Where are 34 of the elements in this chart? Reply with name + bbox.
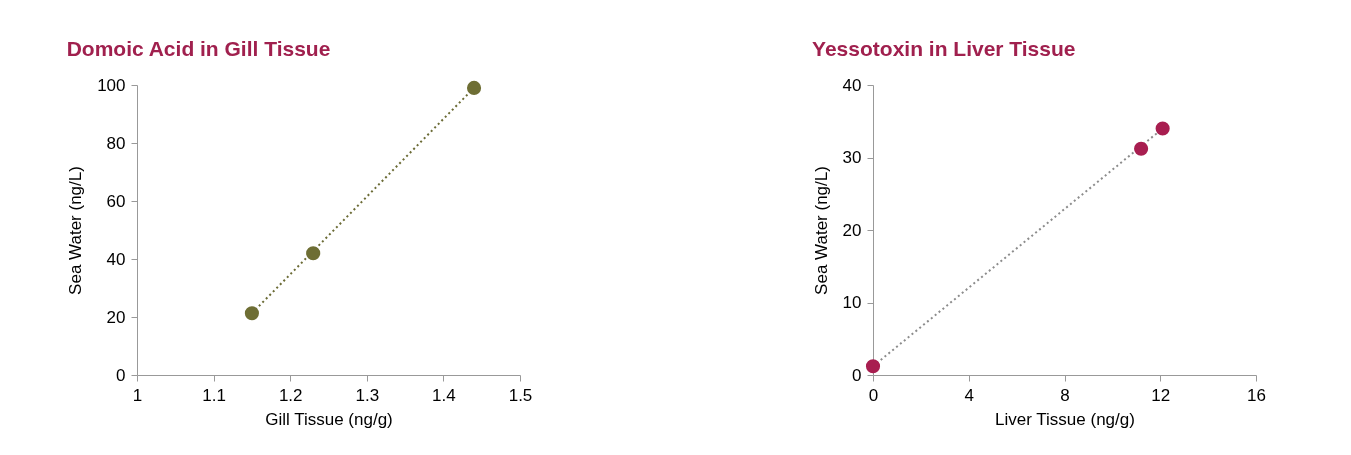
y-tick-label: 80 [106,133,126,153]
y-tick-label: 10 [842,293,862,312]
point [1155,121,1170,136]
y-tick-label: 0 [852,365,862,385]
x-tick-label: 0 [868,385,879,405]
y-tick-label: 0 [116,365,126,385]
x-tick-label: 16 [1247,385,1266,405]
x-axis-title: Gill Tissue (ng/g) [265,409,393,429]
y-axis-title: Sea Water (ng/L) [66,166,86,295]
x-tick-label: 1.5 [508,385,533,405]
y-tick-label: 40 [842,75,862,95]
x-tick-label: 4 [964,385,974,405]
chart-title: Domoic Acid in Gill Tissue [66,37,331,60]
x-tick-label: 1 [132,385,143,405]
y-tick-label: 60 [106,191,126,211]
point [865,359,881,374]
chart-title: Yessotoxin in Liver Tissue [812,37,1076,60]
x-tick-label: 8 [1060,385,1070,405]
y-tick-label: 30 [842,148,862,167]
y-axis-title: Sea Water (ng/L) [811,166,831,295]
point [306,246,321,261]
x-tick-label: 1.3 [355,385,380,405]
y-tick-label: 20 [106,307,126,327]
y-tick-label: 40 [106,249,126,269]
point [1134,141,1149,156]
x-tick-label: 1.1 [202,385,226,405]
y-tick-label: 20 [842,220,862,240]
x-tick-label: 1.2 [278,385,303,405]
y-tick-label: 100 [97,75,126,95]
x-tick-label: 1.4 [432,385,456,405]
x-tick-label: 12 [1151,385,1171,405]
point [244,306,259,321]
x-axis-title: Liver Tissue (ng/g) [995,409,1135,429]
point [466,80,482,95]
